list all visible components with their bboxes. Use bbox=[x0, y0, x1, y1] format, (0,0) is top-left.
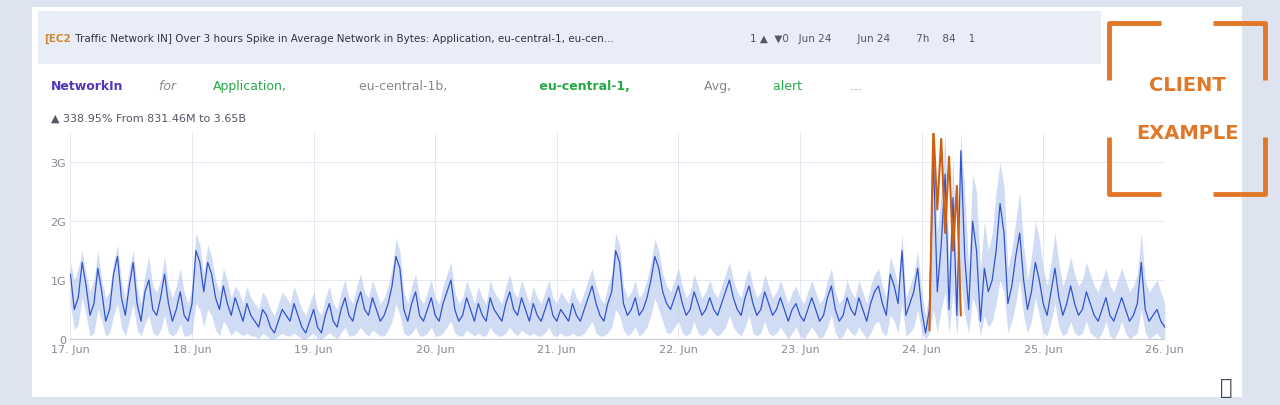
FancyBboxPatch shape bbox=[23, 12, 1116, 65]
Text: ⌕: ⌕ bbox=[1220, 377, 1233, 397]
Text: Traffic Network IN] Over 3 hours Spike in Average Network in Bytes: Application,: Traffic Network IN] Over 3 hours Spike i… bbox=[73, 34, 614, 43]
Text: Application,: Application, bbox=[212, 79, 287, 92]
Text: ▲ 338.95% From 831.46M to 3.65B: ▲ 338.95% From 831.46M to 3.65B bbox=[51, 114, 246, 124]
Text: 1 ▲  ▼0   Jun 24        Jun 24        7h    84    1: 1 ▲ ▼0 Jun 24 Jun 24 7h 84 1 bbox=[750, 34, 975, 43]
Text: for: for bbox=[155, 79, 180, 92]
FancyBboxPatch shape bbox=[14, 2, 1260, 403]
Text: Avg,: Avg, bbox=[696, 79, 731, 92]
Text: EXAMPLE: EXAMPLE bbox=[1135, 124, 1239, 143]
Text: eu-central-1b,: eu-central-1b, bbox=[351, 79, 447, 92]
Text: alert: alert bbox=[765, 79, 803, 92]
Text: eu-central-1,: eu-central-1, bbox=[535, 79, 630, 92]
Text: NetworkIn: NetworkIn bbox=[51, 79, 124, 92]
Text: CLIENT: CLIENT bbox=[1149, 76, 1225, 94]
Text: [EC2: [EC2 bbox=[44, 33, 70, 44]
Text: ...: ... bbox=[846, 79, 863, 92]
